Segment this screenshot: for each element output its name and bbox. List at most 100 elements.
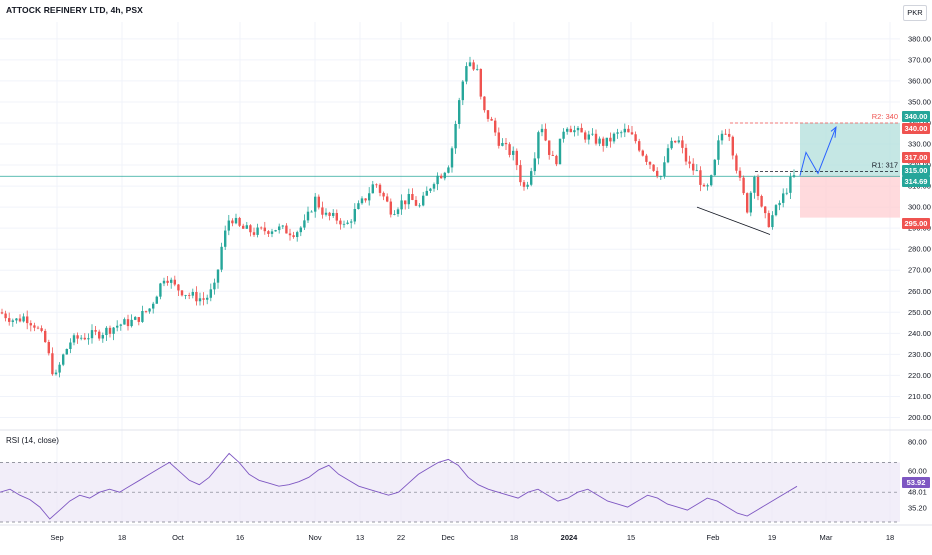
candle-body <box>760 196 763 207</box>
candle-body <box>746 193 749 213</box>
candle-body <box>576 127 580 131</box>
candle-body <box>688 161 691 164</box>
candle-body <box>65 349 68 355</box>
r2-label: R2: 340 <box>872 112 898 121</box>
price-tick-label: 230.00 <box>908 350 931 359</box>
candle-body <box>278 226 281 231</box>
candle-body <box>508 144 511 155</box>
candle-body <box>263 227 266 232</box>
time-axis: Sep 18 Oct 16 Nov 13 22 Dec 18 2024 15 Feb 19 Mar 18 <box>50 533 894 542</box>
candle-body <box>630 132 634 135</box>
candle-body <box>753 177 756 193</box>
time-tick-label: 2024 <box>561 533 579 542</box>
candle-body <box>620 132 623 134</box>
projection-arrowhead <box>830 126 837 138</box>
currency-badge[interactable]: PKR <box>903 5 927 21</box>
candle-body <box>206 297 209 300</box>
candle-body <box>605 137 608 146</box>
candle-body <box>296 232 299 238</box>
candle-body <box>735 155 738 171</box>
price-label-box <box>902 123 930 134</box>
time-tick-label: 19 <box>768 533 776 542</box>
price-label-text: 340.00 <box>905 124 928 133</box>
candle-body <box>681 140 684 148</box>
price-label-text: 340.00 <box>905 112 928 121</box>
candle-body <box>375 184 378 186</box>
candle-body <box>720 133 724 141</box>
candle-body <box>555 155 558 165</box>
candle-body <box>141 311 144 322</box>
candle-body <box>306 211 310 221</box>
price-tick-label: 330.00 <box>908 140 931 149</box>
candle-body <box>191 291 194 296</box>
candle-body <box>468 62 472 67</box>
candle-body <box>134 317 137 320</box>
candle-body <box>519 165 522 183</box>
rsi-tick-label: 80.00 <box>908 438 927 447</box>
candle-body <box>166 280 169 283</box>
candle-body <box>684 147 688 162</box>
candle-body <box>123 319 126 325</box>
candle-body <box>180 290 184 296</box>
price-tick-label: 220.00 <box>908 371 931 380</box>
candle-body <box>310 211 313 213</box>
candle-body <box>756 177 760 197</box>
candle-body <box>18 318 22 322</box>
candle-body <box>411 194 414 200</box>
candle-body <box>742 177 745 194</box>
candle-body <box>738 170 742 178</box>
candle-body <box>479 68 482 97</box>
candle-body <box>170 279 173 283</box>
candle-body <box>652 164 655 171</box>
candle-body <box>360 198 364 204</box>
candle-body <box>324 212 328 215</box>
candle-body <box>526 184 529 187</box>
stop-zone <box>800 175 900 218</box>
price-label-text: 314.69 <box>905 177 928 186</box>
candle-body <box>587 134 590 140</box>
candle-body <box>558 138 562 165</box>
target-zone <box>800 122 900 176</box>
candle-body <box>339 220 342 225</box>
price-label-box <box>902 152 930 163</box>
candle-body <box>155 296 158 304</box>
candle-body <box>11 320 14 322</box>
candle-body <box>317 196 320 208</box>
time-tick-label: 18 <box>118 533 126 542</box>
candle-body <box>285 225 288 234</box>
candle-body <box>249 225 252 233</box>
price-label-text: 315.00 <box>905 166 928 175</box>
price-tick-label: 370.00 <box>908 55 931 64</box>
candle-body <box>357 203 360 209</box>
candle-body <box>566 128 569 132</box>
time-tick-label: 18 <box>510 533 518 542</box>
candle-body <box>663 162 666 177</box>
candle-body <box>144 311 148 312</box>
candle-body <box>288 233 292 236</box>
candle-body <box>332 212 335 216</box>
candle-body <box>72 335 76 343</box>
candle-body <box>789 176 792 193</box>
candle-body <box>648 161 652 165</box>
candle-body <box>461 81 464 101</box>
candle-body <box>573 130 576 133</box>
candle-body <box>245 225 248 229</box>
candle-body <box>422 195 425 206</box>
candle-body <box>512 150 515 155</box>
candle-body <box>198 298 202 302</box>
candle-body <box>404 200 407 205</box>
candle-body <box>36 327 40 329</box>
candle-body <box>764 206 767 214</box>
candle-body <box>458 100 461 124</box>
candle-body <box>58 364 61 373</box>
candle-body <box>54 372 58 375</box>
candle-body <box>515 150 518 166</box>
candle-body <box>580 127 583 133</box>
candle-body <box>76 335 79 339</box>
candle-body <box>314 196 317 212</box>
price-tick-label: 250.00 <box>908 308 931 317</box>
price-tick-label: 260.00 <box>908 287 931 296</box>
candle-body <box>267 231 270 234</box>
candle-body <box>368 193 371 201</box>
